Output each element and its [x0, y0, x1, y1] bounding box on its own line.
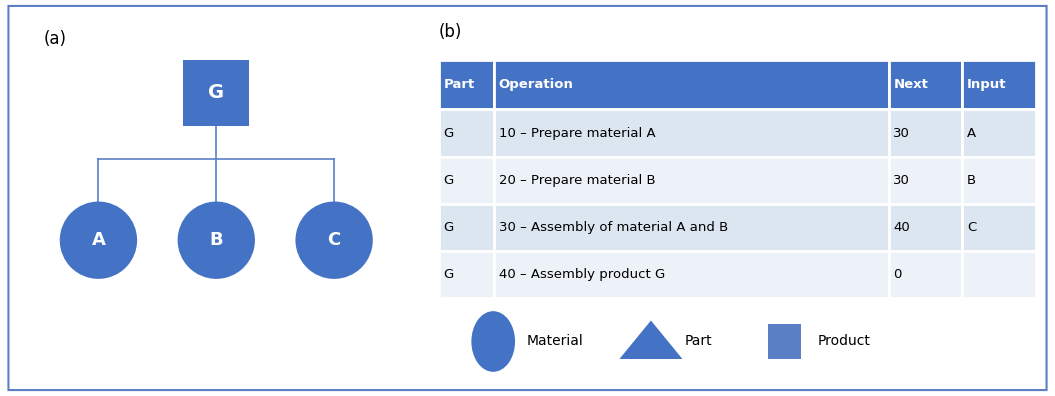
- Text: C: C: [967, 221, 977, 234]
- FancyBboxPatch shape: [768, 324, 801, 359]
- FancyBboxPatch shape: [888, 109, 962, 156]
- FancyBboxPatch shape: [888, 251, 962, 298]
- FancyBboxPatch shape: [494, 204, 888, 251]
- Text: Material: Material: [526, 335, 583, 348]
- FancyBboxPatch shape: [494, 251, 888, 298]
- Text: 0: 0: [894, 268, 902, 281]
- Text: Next: Next: [894, 78, 928, 91]
- FancyBboxPatch shape: [888, 156, 962, 204]
- Text: G: G: [443, 268, 454, 281]
- Text: G: G: [443, 221, 454, 234]
- FancyBboxPatch shape: [439, 109, 494, 156]
- Text: G: G: [443, 174, 454, 187]
- Text: 30 – Assembly of material A and B: 30 – Assembly of material A and B: [499, 221, 728, 234]
- FancyBboxPatch shape: [962, 156, 1036, 204]
- Text: G: G: [443, 127, 454, 139]
- Ellipse shape: [472, 311, 515, 372]
- FancyBboxPatch shape: [494, 109, 888, 156]
- FancyBboxPatch shape: [962, 60, 1036, 109]
- Circle shape: [177, 202, 255, 279]
- Text: Part: Part: [443, 78, 475, 91]
- Text: G: G: [208, 84, 225, 103]
- Text: 10 – Prepare material A: 10 – Prepare material A: [499, 127, 655, 139]
- FancyBboxPatch shape: [184, 60, 249, 126]
- Text: Operation: Operation: [499, 78, 574, 91]
- Text: 40: 40: [894, 221, 910, 234]
- Text: (b): (b): [439, 23, 462, 41]
- FancyBboxPatch shape: [494, 156, 888, 204]
- Text: A: A: [967, 127, 976, 139]
- Circle shape: [60, 202, 137, 279]
- FancyBboxPatch shape: [962, 204, 1036, 251]
- FancyBboxPatch shape: [439, 204, 494, 251]
- Text: B: B: [967, 174, 976, 187]
- FancyBboxPatch shape: [962, 109, 1036, 156]
- FancyBboxPatch shape: [888, 60, 962, 109]
- FancyBboxPatch shape: [494, 60, 888, 109]
- Circle shape: [295, 202, 372, 279]
- FancyBboxPatch shape: [962, 251, 1036, 298]
- Polygon shape: [619, 320, 683, 359]
- Text: 40 – Assembly product G: 40 – Assembly product G: [499, 268, 665, 281]
- Text: B: B: [210, 231, 223, 249]
- Text: 30: 30: [894, 174, 910, 187]
- Text: Part: Part: [685, 335, 712, 348]
- Text: 20 – Prepare material B: 20 – Prepare material B: [499, 174, 655, 187]
- Text: A: A: [92, 231, 106, 249]
- FancyBboxPatch shape: [439, 60, 494, 109]
- FancyBboxPatch shape: [888, 204, 962, 251]
- Text: (a): (a): [43, 30, 66, 48]
- Text: 30: 30: [894, 127, 910, 139]
- Text: Input: Input: [967, 78, 1006, 91]
- Text: C: C: [327, 231, 341, 249]
- Text: Product: Product: [818, 335, 870, 348]
- FancyBboxPatch shape: [439, 156, 494, 204]
- FancyBboxPatch shape: [439, 251, 494, 298]
